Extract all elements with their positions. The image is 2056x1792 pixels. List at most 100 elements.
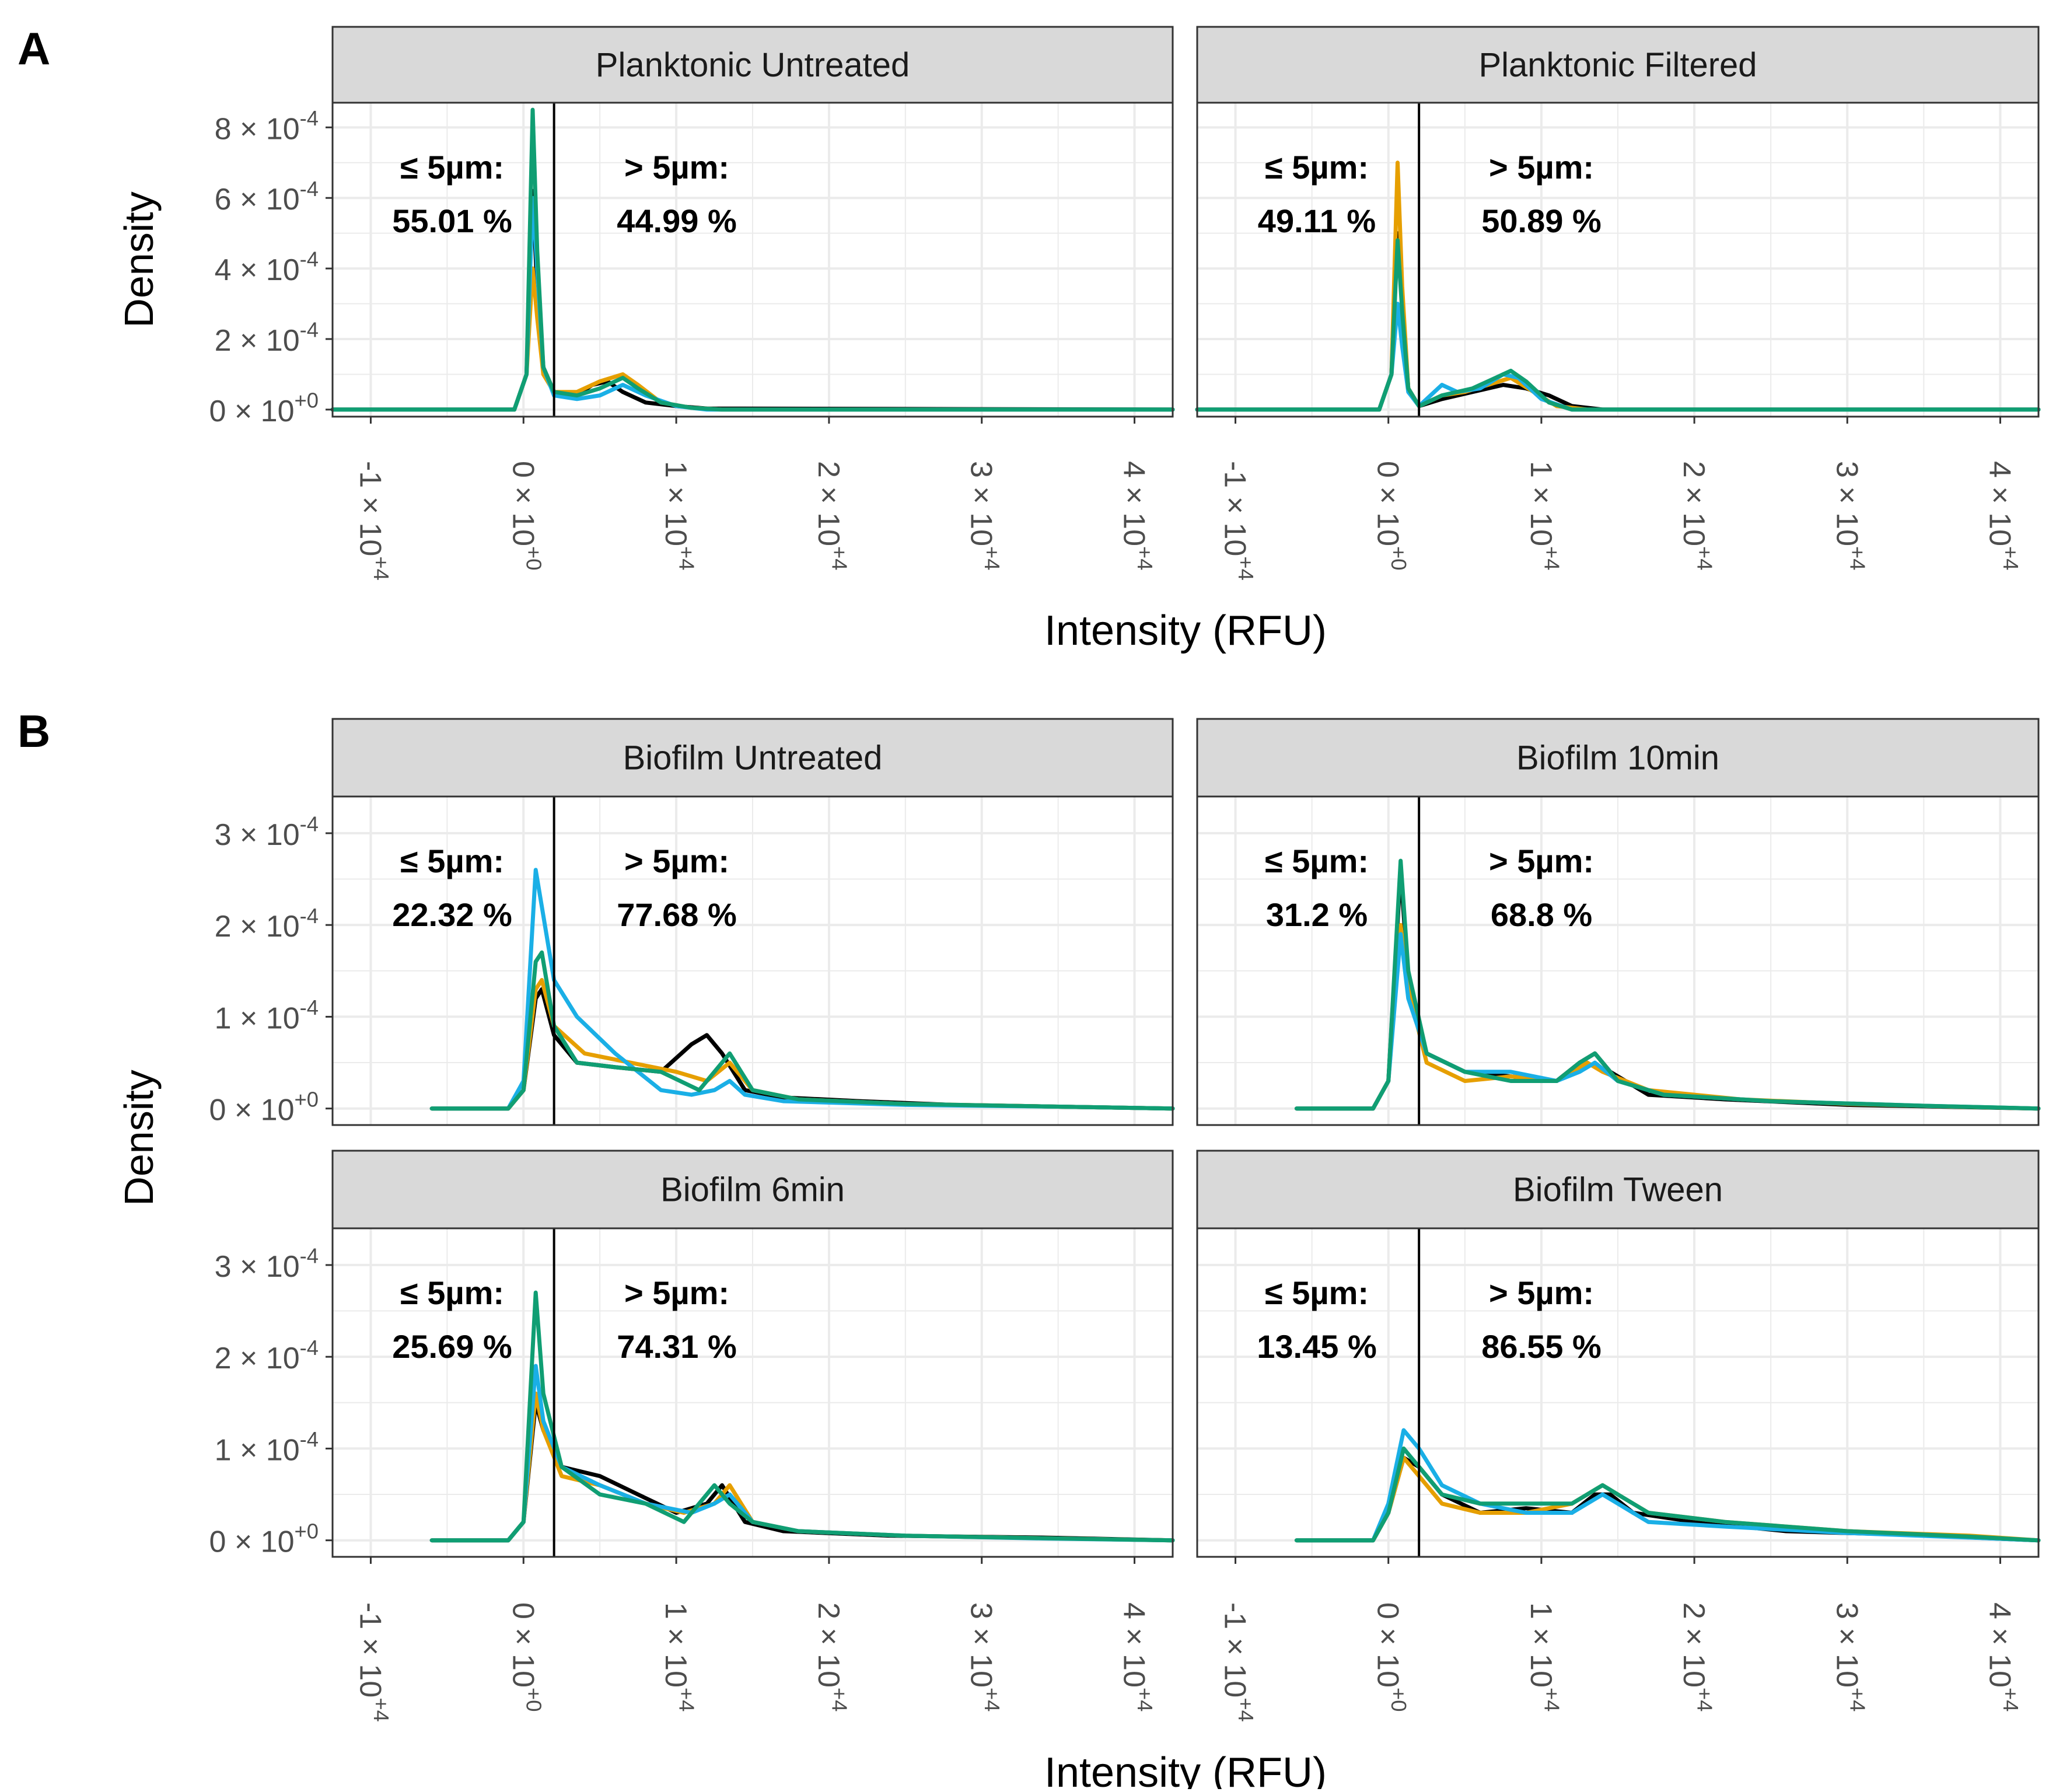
x-tick-label: -1 × 10+4 — [1218, 461, 1258, 581]
x-tick-label-exponent: +4 — [1234, 1697, 1258, 1722]
facet-strip — [331, 1150, 1174, 1229]
facet-title: Planktonic Untreated — [596, 46, 910, 84]
x-tick-label-times: × 10 — [506, 1619, 540, 1688]
density-line-green — [429, 1290, 1175, 1543]
x-tick-label-exponent: +0 — [522, 1688, 546, 1712]
y-tick-label-mantissa: 1 — [215, 1001, 232, 1035]
x-tick-label-times: × 10 — [812, 1619, 845, 1688]
density-line-green — [429, 950, 1175, 1111]
x-tick-label: 2 × 10+4 — [812, 461, 851, 571]
density-line-green — [1294, 858, 2041, 1111]
x-tick-label-exponent: +4 — [1540, 1688, 1564, 1712]
x-tick-label-times: × 10 — [1218, 1629, 1252, 1697]
x-tick-label: -1 × 10+4 — [353, 1602, 393, 1722]
x-tick-label-times: × 10 — [1524, 478, 1558, 546]
x-tick-label-exponent: +4 — [1846, 546, 1870, 571]
y-tick-label-times: × 10 — [232, 1342, 300, 1375]
y-tick-label-exponent: -4 — [300, 904, 319, 928]
small-fraction-label: ≤ 5µm: — [1265, 1274, 1369, 1311]
x-tick-label-times: × 10 — [1677, 1619, 1711, 1688]
x-tick-label-mantissa: 2 — [812, 461, 845, 478]
facet-strip — [1196, 718, 2040, 798]
y-tick-label-times: × 10 — [226, 1094, 294, 1127]
x-tick-label-mantissa: 3 — [1830, 461, 1863, 478]
x-tick-label-exponent: +0 — [522, 546, 546, 571]
x-tick-label-mantissa: 3 — [964, 461, 998, 478]
x-tick-label: 4 × 10+4 — [1982, 461, 2022, 571]
y-tick-label-times: × 10 — [232, 112, 300, 146]
large-fraction-percent: 44.99 % — [617, 202, 737, 239]
x-tick-label-mantissa: 3 — [1830, 1602, 1863, 1619]
x-tick-label-mantissa: -1 — [353, 1602, 387, 1629]
y-tick-label: 0 × 10+0 — [209, 1519, 319, 1559]
x-tick-label-times: × 10 — [1982, 478, 2016, 546]
large-fraction-label: > 5µm: — [1489, 1274, 1594, 1311]
facet-title: Planktonic Filtered — [1478, 46, 1757, 84]
y-axis-title: Density — [116, 191, 162, 327]
small-fraction-percent: 22.32 % — [392, 896, 512, 933]
small-fraction-label: ≤ 5µm: — [1265, 843, 1369, 879]
x-tick-label-exponent: +4 — [980, 546, 1004, 571]
x-tick-label-times: × 10 — [1830, 478, 1863, 546]
facet-planktonic-untreated: ≤ 5µm: 55.01 % > 5µm: 44.99 % Planktonic Unt… — [209, 26, 1175, 581]
x-tick-label-times: × 10 — [964, 1619, 998, 1688]
y-tick-label-exponent: -4 — [300, 318, 319, 342]
y-tick-label-times: × 10 — [232, 183, 300, 216]
y-tick-label-mantissa: 2 — [215, 1342, 232, 1375]
x-tick-label-times: × 10 — [1830, 1619, 1863, 1688]
x-tick-label: 4 × 10+4 — [1982, 1602, 2022, 1712]
x-tick-label: 2 × 10+4 — [1677, 461, 1716, 571]
x-tick-label-times: × 10 — [1117, 478, 1151, 546]
density-line-green — [1195, 238, 2041, 412]
x-tick-label-times: × 10 — [659, 478, 693, 546]
y-tick-label-times: × 10 — [226, 1525, 294, 1559]
x-tick-label-exponent: +4 — [674, 546, 698, 571]
x-tick-label-mantissa: 1 — [659, 1602, 693, 1619]
y-tick-label-times: × 10 — [232, 910, 300, 944]
y-tick-label-exponent: -4 — [300, 247, 319, 271]
facet-biofilm-tween: ≤ 5µm: 13.45 % > 5µm: 86.55 % Biofilm Tween -… — [1196, 1150, 2041, 1722]
density-line-green — [330, 107, 1175, 412]
x-tick-label-mantissa: -1 — [353, 461, 387, 488]
large-fraction-percent: 86.55 % — [1481, 1328, 1602, 1365]
x-tick-label-exponent: +4 — [1999, 1688, 2023, 1712]
density-line-skyblue — [1294, 1428, 2041, 1543]
y-tick-label-mantissa: 6 — [215, 183, 232, 216]
x-tick-label: 1 × 10+4 — [659, 1602, 698, 1712]
large-fraction-percent: 50.89 % — [1481, 202, 1602, 239]
x-tick-label-exponent: +4 — [674, 1688, 698, 1712]
x-tick-label-exponent: +4 — [1846, 1688, 1870, 1712]
y-tick-label-times: × 10 — [232, 1433, 300, 1467]
x-axis-title: Intensity (RFU) — [1044, 607, 1327, 654]
x-tick-label-times: × 10 — [1371, 1619, 1405, 1688]
x-tick-label-exponent: +4 — [827, 546, 851, 571]
small-fraction-label: ≤ 5µm: — [1265, 149, 1369, 186]
x-tick-label-mantissa: 4 — [1117, 461, 1151, 478]
small-fraction-percent: 25.69 % — [392, 1328, 512, 1365]
x-tick-label-exponent: +4 — [1133, 1688, 1157, 1712]
facet-title: Biofilm Tween — [1513, 1171, 1723, 1209]
x-tick-label-exponent: +4 — [980, 1688, 1004, 1712]
x-tick-label-mantissa: 1 — [1524, 1602, 1558, 1619]
x-tick-label-exponent: +4 — [1133, 546, 1157, 571]
x-tick-label-mantissa: 0 — [1371, 1602, 1405, 1619]
y-tick-label: 2 × 10-4 — [215, 904, 319, 944]
panel-b: ≤ 5µm: 22.32 % > 5µm: 77.68 % Biofilm Untrea… — [116, 718, 2041, 1792]
x-tick-label: 0 × 10+0 — [1371, 461, 1411, 571]
y-tick-label-exponent: -4 — [300, 106, 319, 130]
small-fraction-label: ≤ 5µm: — [400, 149, 504, 186]
x-tick-label-times: × 10 — [353, 1629, 387, 1697]
small-fraction-percent: 13.45 % — [1257, 1328, 1377, 1365]
x-tick-label-mantissa: 3 — [964, 1602, 998, 1619]
x-tick-label-times: × 10 — [1218, 488, 1252, 556]
x-tick-label-times: × 10 — [812, 478, 845, 546]
x-tick-label-exponent: +4 — [1693, 546, 1716, 571]
x-tick-label-exponent: +4 — [369, 1697, 393, 1722]
facet-biofilm-10min: ≤ 5µm: 31.2 % > 5µm: 68.8 % Biofilm 10min — [1196, 718, 2041, 1126]
y-tick-label: 4 × 10-4 — [215, 247, 319, 287]
large-fraction-percent: 77.68 % — [617, 896, 737, 933]
facet-biofilm-untreated: ≤ 5µm: 22.32 % > 5µm: 77.68 % Biofilm Untrea… — [209, 718, 1175, 1127]
y-tick-label: 8 × 10-4 — [215, 106, 319, 146]
y-tick-label-mantissa: 0 — [209, 1525, 226, 1559]
